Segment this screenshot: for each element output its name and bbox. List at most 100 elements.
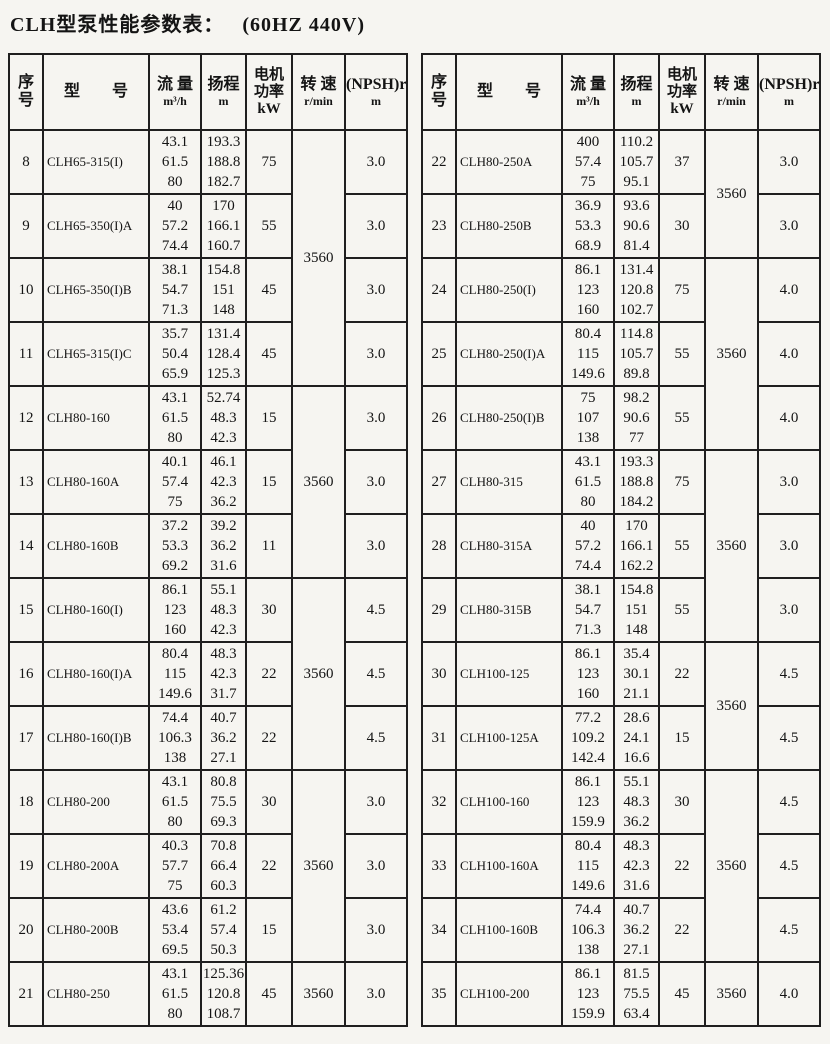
head-value: 81.5 — [623, 966, 650, 982]
head-value: 75.5 — [210, 794, 237, 810]
power-cell: 11 — [245, 513, 293, 579]
flow-value: 53.3 — [574, 218, 602, 234]
table-row: 11 CLH65-315(I)C 35.7 50.4 65.9 131.4 128.4 125… — [8, 321, 408, 387]
head-value: 105.7 — [619, 346, 654, 362]
flow-value: 61.5 — [574, 474, 602, 490]
model-cell: CLH80-160B — [42, 513, 150, 579]
flow-cell: 75 107 138 — [561, 385, 615, 451]
head-value: 154.8 — [206, 262, 241, 278]
flow-value: 75 — [580, 174, 596, 190]
model-cell: CLH80-200A — [42, 833, 150, 899]
head-value: 40.7 — [623, 902, 650, 918]
flow-value: 40.1 — [161, 454, 189, 470]
head-value: 52.74 — [206, 390, 241, 406]
col-header-serial: 序 号 — [8, 53, 44, 131]
flow-cell: 40.3 57.7 75 — [148, 833, 202, 899]
speed-cell: 3560 — [291, 385, 346, 579]
npsh-unit-label: m — [784, 94, 794, 108]
head-value: 128.4 — [206, 346, 241, 362]
flow-value: 50.4 — [161, 346, 189, 362]
serial-cell: 10 — [8, 257, 44, 323]
power-cell: 55 — [658, 577, 706, 643]
power-label-line1: 电机 — [253, 66, 284, 83]
table-row: 22 CLH80-250A 400 57.4 75 110.2 105.7 95.1 37 356… — [421, 129, 821, 259]
power-label-line3: kW — [257, 100, 281, 117]
col-header-head: 扬程 m — [613, 53, 660, 131]
head-cell: 125.36 120.8 108.7 — [200, 961, 247, 1027]
speed-cell: 3560 — [704, 641, 759, 771]
npsh-cell: 3.0 — [344, 961, 408, 1027]
col-header-serial: 序 号 — [421, 53, 457, 131]
head-cell: 80.8 75.5 69.3 — [200, 769, 247, 835]
serial-cell: 35 — [421, 961, 457, 1027]
power-cell: 15 — [658, 705, 706, 771]
header-row: 序 号 型 号 流 量 m³/h 扬程 m 电机 — [8, 53, 408, 131]
flow-cell: 77.2 109.2 142.4 — [561, 705, 615, 771]
serial-cell: 12 — [8, 385, 44, 451]
flow-value: 80 — [167, 174, 183, 190]
table-row: 23 CLH80-250B 36.9 53.3 68.9 93.6 90.6 81.4 30 3.… — [421, 193, 821, 259]
col-header-speed: 转 速 r/min — [704, 53, 759, 131]
flow-value: 43.1 — [161, 774, 189, 790]
model-cell: CLH80-160(I)B — [42, 705, 150, 771]
table-row: 28 CLH80-315A 40 57.2 74.4 170 166.1 162.2 55 3.0 — [421, 513, 821, 579]
flow-cell: 40 57.2 74.4 — [148, 193, 202, 259]
page-title: CLH型泵性能参数表： (60HZ 440V) — [10, 8, 822, 37]
col-header-npsh: (NPSH)r m — [344, 53, 408, 131]
head-value: 160.7 — [206, 238, 241, 254]
npsh-cell: 4.5 — [344, 577, 408, 643]
flow-value: 43.1 — [161, 390, 189, 406]
speed-cell: 3560 — [704, 769, 759, 963]
flow-value: 160 — [576, 686, 600, 702]
head-value: 166.1 — [619, 538, 654, 554]
head-value: 63.4 — [623, 1006, 650, 1022]
npsh-cell: 4.5 — [344, 641, 408, 707]
table-row: 33 CLH100-160A 80.4 115 149.6 48.3 42.3 31.6 22 4… — [421, 833, 821, 899]
model-cell: CLH80-315B — [455, 577, 563, 643]
head-value: 48.3 — [210, 602, 237, 618]
table-row: 30 CLH100-125 86.1 123 160 35.4 30.1 21.1 22 3560… — [421, 641, 821, 771]
power-cell: 30 — [658, 193, 706, 259]
npsh-cell: 3.0 — [344, 833, 408, 899]
head-value: 105.7 — [619, 154, 654, 170]
flow-value: 109.2 — [571, 730, 605, 746]
npsh-cell: 3.0 — [344, 897, 408, 963]
head-value: 70.8 — [210, 838, 237, 854]
speed-cell: 3560 — [291, 129, 346, 387]
flow-value: 53.4 — [161, 922, 189, 938]
pump-table-right: 序 号 型 号 流 量 m³/h 扬程 m 电机 — [421, 53, 821, 1027]
head-value: 131.4 — [619, 262, 654, 278]
flow-cell: 80.4 115 149.6 — [561, 833, 615, 899]
model-cell: CLH100-160A — [455, 833, 563, 899]
model-cell: CLH80-250A — [455, 129, 563, 195]
head-value: 42.3 — [210, 622, 237, 638]
head-value: 151 — [625, 602, 648, 618]
power-label-line2: 功率 — [666, 83, 697, 100]
left-table-body: 8 CLH65-315(I) 43.1 61.5 80 193.3 188.8 182.7 75… — [8, 129, 408, 1027]
flow-cell: 400 57.4 75 — [561, 129, 615, 195]
table-row: 18 CLH80-200 43.1 61.5 80 80.8 75.5 69.3 30 3560 3… — [8, 769, 408, 963]
table-row: 13 CLH80-160A 40.1 57.4 75 46.1 42.3 36.2 15 3.0 — [8, 449, 408, 515]
power-cell: 15 — [245, 449, 293, 515]
power-label-line3: kW — [670, 100, 694, 117]
npsh-cell: 3.0 — [757, 193, 821, 259]
model-cell: CLH100-160 — [455, 769, 563, 835]
head-cell: 131.4 120.8 102.7 — [613, 257, 660, 323]
head-value: 39.2 — [210, 518, 237, 534]
flow-value: 86.1 — [574, 774, 602, 790]
head-value: 81.4 — [623, 238, 650, 254]
npsh-label: (NPSH)r — [346, 76, 407, 93]
serial-cell: 23 — [421, 193, 457, 259]
model-cell: CLH80-250B — [455, 193, 563, 259]
model-label: 型 号 — [476, 83, 541, 100]
flow-cell: 38.1 54.7 71.3 — [148, 257, 202, 323]
head-cell: 98.2 90.6 77 — [613, 385, 660, 451]
speed-cell: 3560 — [291, 577, 346, 771]
head-value: 42.3 — [210, 666, 237, 682]
model-cell: CLH65-350(I)B — [42, 257, 150, 323]
serial-cell: 8 — [8, 129, 44, 195]
head-unit-label: m — [631, 94, 642, 108]
flow-value: 123 — [576, 666, 600, 682]
power-cell: 55 — [245, 193, 293, 259]
npsh-cell: 4.0 — [757, 961, 821, 1027]
